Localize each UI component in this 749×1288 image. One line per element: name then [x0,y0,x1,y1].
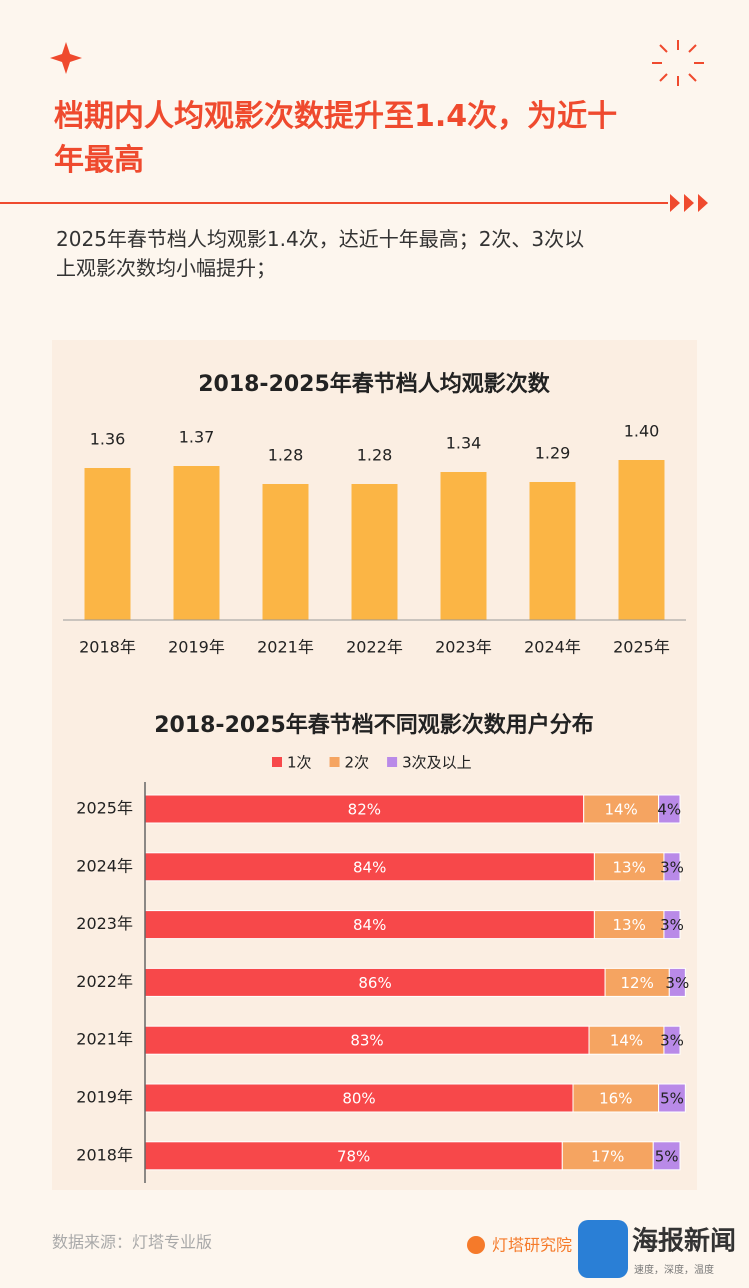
value-label: 3% [665,974,689,992]
value-label: 84% [353,916,386,934]
value-label: 13% [613,858,646,876]
bar-segment [658,1083,686,1113]
value-label: 1.36 [90,430,126,449]
value-label: 82% [348,801,381,819]
value-label: 17% [591,1147,624,1165]
bar-segment [144,1083,574,1113]
x-tick-label: 2025年 [613,638,670,657]
value-label: 78% [337,1147,370,1165]
bar-segment [588,1025,665,1055]
value-label: 13% [613,916,646,934]
bar-segment [583,794,660,824]
value-label: 1.28 [268,446,304,465]
value-label: 16% [599,1090,632,1108]
y-tick-label: 2019年 [76,1088,133,1107]
bar-segment [144,794,585,824]
legend-swatch [329,757,340,767]
logo: 海报新闻 [632,1226,736,1257]
value-label: 83% [350,1032,383,1050]
value-label: 1.28 [357,446,393,465]
y-tick-label: 2018年 [76,1145,133,1164]
bar-segment [144,1141,563,1171]
value-label: 14% [604,801,637,819]
value-label: 5% [660,1090,684,1108]
bar-segment [668,967,686,997]
bar [618,460,665,620]
bar-segment [144,1025,590,1055]
value-label: 3% [660,916,684,934]
page-title: 档期内人均观影次数提升至1.4次，为近十年最高 [54,99,617,178]
value-label: 1.37 [179,428,215,447]
value-label: 80% [342,1090,375,1108]
x-tick-label: 2024年 [524,638,581,657]
bar-segment [663,910,681,940]
chart-title: 2018-2025年春节档人均观影次数 [198,371,551,397]
logo-slogan: 速度，深度，温度 [634,1263,714,1276]
y-tick-label: 2025年 [76,799,133,818]
logo: 灯塔研究院 [492,1236,572,1255]
value-label: 84% [353,858,386,876]
value-label: 3% [660,1032,684,1050]
firework-icon [652,40,704,86]
x-tick-label: 2019年 [168,638,225,657]
legend-label: 1次 [287,754,312,772]
x-tick-label: 2018年 [79,638,136,657]
value-label: 12% [621,974,654,992]
legend-swatch [387,757,398,767]
value-label: 14% [610,1032,643,1050]
source: 数据来源：灯塔专业版 [52,1233,212,1252]
logo-icon [578,1220,628,1278]
bar [440,472,487,620]
bar [173,466,220,620]
x-tick-label: 2022年 [346,638,403,657]
bar-segment [663,852,681,882]
legend-label: 2次 [345,754,370,772]
value-label: 5% [655,1147,679,1165]
card [52,340,697,1190]
bar [84,468,131,620]
bar-segment [663,1025,681,1055]
x-tick-label: 2021年 [257,638,314,657]
y-tick-label: 2021年 [76,1030,133,1049]
bar-segment [144,910,595,940]
chart-title: 2018-2025年春节档不同观影次数用户分布 [154,712,594,738]
value-label: 1.34 [446,434,482,453]
value-label: 1.40 [624,422,660,441]
value-label: 86% [358,974,391,992]
subtitle: 2025年春节档人均观影1.4次，达近十年最高；2次、3次以上观影次数均小幅提升… [56,227,584,280]
logo-icon [467,1236,485,1254]
arrows [670,194,708,212]
bar-segment [561,1141,654,1171]
bar-segment [658,794,681,824]
bar-segment [572,1083,660,1113]
y-tick-label: 2023年 [76,914,133,933]
value-label: 1.29 [535,444,571,463]
y-tick-label: 2022年 [76,972,133,991]
legend-swatch [272,757,282,767]
bar-segment [144,852,595,882]
star-icon [50,42,82,74]
value-label: 3% [660,858,684,876]
bar [529,482,576,620]
y-tick-label: 2024年 [76,856,133,875]
bar-segment [604,967,670,997]
x-tick-label: 2023年 [435,638,492,657]
bar [351,484,398,620]
legend-label: 3次及以上 [402,754,472,772]
bar-segment [652,1141,681,1171]
bar [262,484,309,620]
value-label: 4% [657,801,681,819]
